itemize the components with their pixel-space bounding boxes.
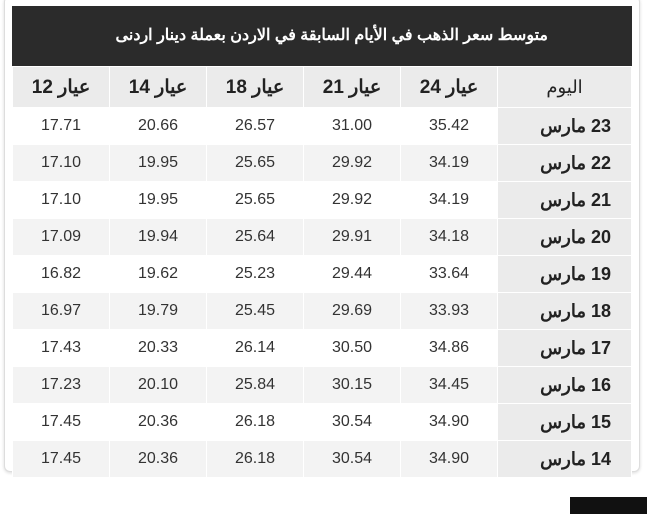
price-cell: 29.92: [303, 181, 401, 219]
price-cell: 16.97: [12, 292, 110, 330]
date-cell: 22 مارس: [497, 144, 632, 182]
price-cell: 34.45: [400, 366, 498, 404]
date-cell: 19 مارس: [497, 255, 632, 293]
price-cell: 25.84: [206, 366, 304, 404]
price-cell: 26.18: [206, 440, 304, 478]
price-cell: 17.10: [12, 144, 110, 182]
column-header-karat: عيار 24: [400, 66, 498, 108]
date-cell: 15 مارس: [497, 403, 632, 441]
price-cell: 20.36: [109, 403, 207, 441]
price-cell: 33.93: [400, 292, 498, 330]
price-cell: 34.90: [400, 440, 498, 478]
price-cell: 33.64: [400, 255, 498, 293]
table-row: 20 مارس 34.18 29.91 25.64 19.94 17.09: [12, 218, 632, 256]
price-cell: 30.54: [303, 440, 401, 478]
price-cell: 17.71: [12, 107, 110, 145]
price-cell: 16.82: [12, 255, 110, 293]
table-row: 21 مارس 34.19 29.92 25.65 19.95 17.10: [12, 181, 632, 219]
date-cell: 18 مارس: [497, 292, 632, 330]
column-header-karat: عيار 14: [109, 66, 207, 108]
price-cell: 20.33: [109, 329, 207, 367]
price-cell: 25.45: [206, 292, 304, 330]
price-cell: 25.23: [206, 255, 304, 293]
price-cell: 30.50: [303, 329, 401, 367]
column-header-day: اليوم: [497, 66, 632, 108]
price-cell: 25.65: [206, 181, 304, 219]
price-cell: 31.00: [303, 107, 401, 145]
column-header-karat: عيار 12: [12, 66, 110, 108]
table-row: 23 مارس 35.42 31.00 26.57 20.66 17.71: [12, 107, 632, 145]
price-cell: 17.45: [12, 440, 110, 478]
header-row: اليوم عيار 24 عيار 21 عيار 18 عيار 14 عيار 12: [12, 66, 632, 108]
column-header-karat: عيار 21: [303, 66, 401, 108]
table-title: متوسط سعر الذهب في الأيام السابقة في الا…: [12, 6, 632, 66]
gold-price-table: اليوم عيار 24 عيار 21 عيار 18 عيار 14 عيار 12…: [12, 66, 632, 478]
date-cell: 20 مارس: [497, 218, 632, 256]
price-cell: 26.18: [206, 403, 304, 441]
price-cell: 20.66: [109, 107, 207, 145]
price-cell: 34.19: [400, 144, 498, 182]
price-cell: 19.95: [109, 144, 207, 182]
price-cell: 30.15: [303, 366, 401, 404]
price-cell: 34.19: [400, 181, 498, 219]
price-cell: 19.95: [109, 181, 207, 219]
price-cell: 26.57: [206, 107, 304, 145]
price-cell: 29.44: [303, 255, 401, 293]
price-cell: 25.65: [206, 144, 304, 182]
date-cell: 16 مارس: [497, 366, 632, 404]
price-cell: 17.45: [12, 403, 110, 441]
table-row: 15 مارس 34.90 30.54 26.18 20.36 17.45: [12, 403, 632, 441]
price-cell: 35.42: [400, 107, 498, 145]
price-cell: 20.36: [109, 440, 207, 478]
price-cell: 25.64: [206, 218, 304, 256]
date-cell: 17 مارس: [497, 329, 632, 367]
table-row: 19 مارس 33.64 29.44 25.23 19.62 16.82: [12, 255, 632, 293]
table-row: 17 مارس 34.86 30.50 26.14 20.33 17.43: [12, 329, 632, 367]
date-cell: 14 مارس: [497, 440, 632, 478]
date-cell: 23 مارس: [497, 107, 632, 145]
price-cell: 19.79: [109, 292, 207, 330]
price-cell: 19.62: [109, 255, 207, 293]
price-cell: 29.92: [303, 144, 401, 182]
price-cell: 34.90: [400, 403, 498, 441]
price-cell: 29.91: [303, 218, 401, 256]
price-cell: 17.43: [12, 329, 110, 367]
column-header-karat: عيار 18: [206, 66, 304, 108]
table-row: 14 مارس 34.90 30.54 26.18 20.36 17.45: [12, 440, 632, 478]
price-cell: 17.23: [12, 366, 110, 404]
price-cell: 30.54: [303, 403, 401, 441]
table-row: 22 مارس 34.19 29.92 25.65 19.95 17.10: [12, 144, 632, 182]
date-cell: 21 مارس: [497, 181, 632, 219]
table-row: 16 مارس 34.45 30.15 25.84 20.10 17.23: [12, 366, 632, 404]
price-cell: 26.14: [206, 329, 304, 367]
price-cell: 34.18: [400, 218, 498, 256]
price-cell: 17.10: [12, 181, 110, 219]
price-cell: 29.69: [303, 292, 401, 330]
price-cell: 19.94: [109, 218, 207, 256]
price-cell: 34.86: [400, 329, 498, 367]
price-cell: 17.09: [12, 218, 110, 256]
price-cell: 20.10: [109, 366, 207, 404]
next-section-heading: [570, 497, 647, 514]
table-row: 18 مارس 33.93 29.69 25.45 19.79 16.97: [12, 292, 632, 330]
